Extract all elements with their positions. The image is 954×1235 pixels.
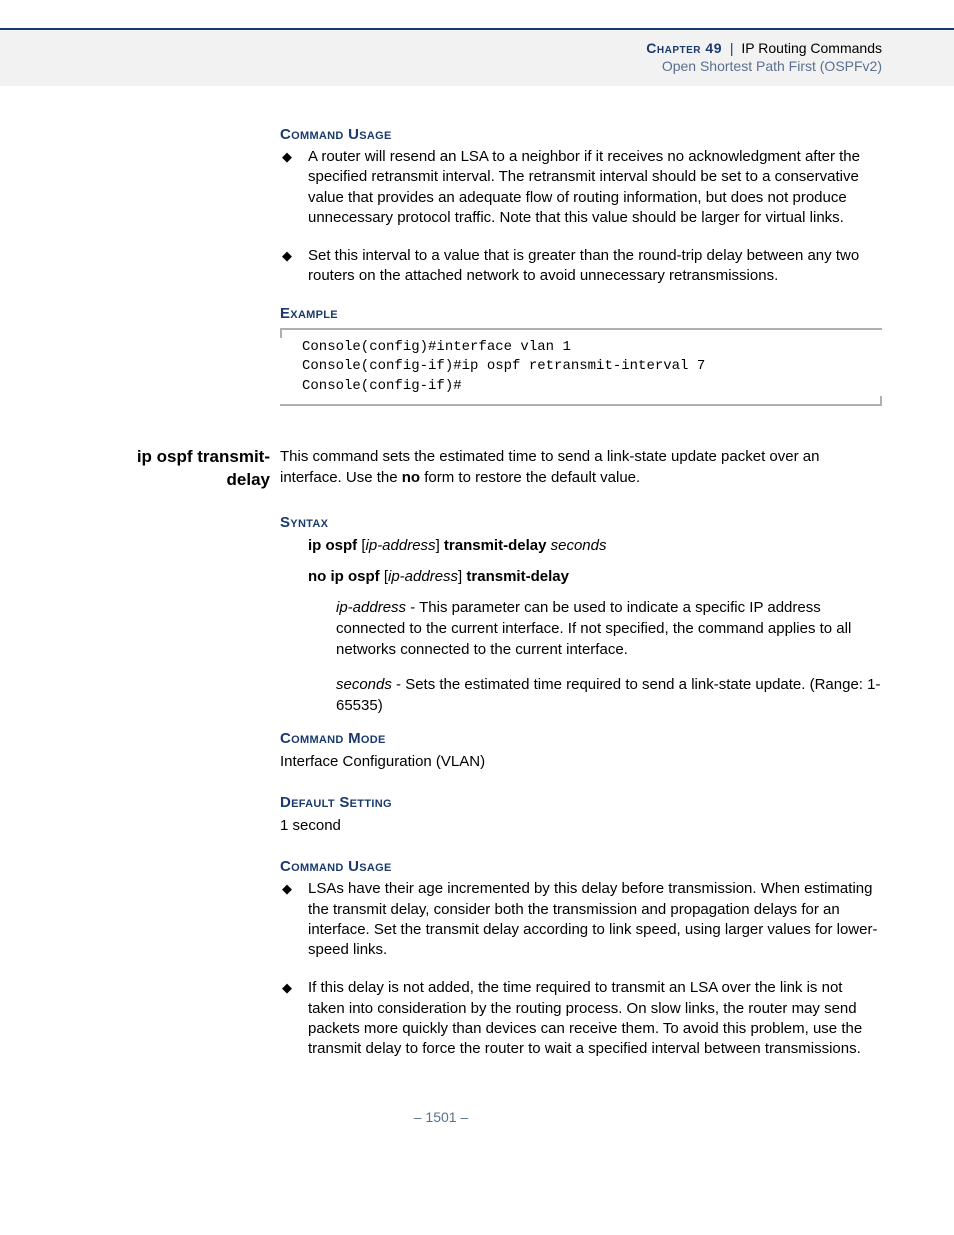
param-text: - This parameter can be used to indicate… (336, 599, 851, 658)
list-item: If this delay is not added, the time req… (280, 978, 882, 1059)
param-text: - Sets the estimated time required to se… (336, 676, 880, 714)
command-mode-heading: Command Mode (280, 730, 882, 747)
chapter-separator: | (730, 40, 734, 56)
param-description: ip-address - This parameter can be used … (308, 597, 882, 660)
param-name: seconds (336, 676, 392, 693)
syntax-param: seconds (551, 537, 607, 554)
list-item: LSAs have their age incremented by this … (280, 879, 882, 960)
param-description: seconds - Sets the estimated time requir… (308, 674, 882, 716)
command-usage-list: LSAs have their age incremented by this … (280, 879, 882, 1059)
command-description: This command sets the estimated time to … (280, 446, 882, 488)
syntax-keyword: transmit-delay (466, 568, 569, 585)
syntax-heading: Syntax (280, 514, 882, 531)
desc-text: form to restore the default value. (420, 469, 640, 486)
command-block: ip ospf transmit-delay This command sets… (280, 446, 882, 1059)
command-usage-heading: Command Usage (280, 858, 882, 875)
syntax-keyword: no ip ospf (308, 568, 380, 585)
syntax-param: ip-address (366, 537, 436, 554)
command-mode-text: Interface Configuration (VLAN) (280, 751, 882, 772)
list-item: Set this interval to a value that is gre… (280, 246, 882, 287)
example-heading: Example (280, 305, 882, 322)
default-setting-heading: Default Setting (280, 794, 882, 811)
syntax-keyword: transmit-delay (444, 537, 547, 554)
chapter-label: Chapter 49 (646, 40, 722, 56)
command-usage-list: A router will resend an LSA to a neighbo… (280, 147, 882, 287)
syntax-keyword: ip ospf (308, 537, 357, 554)
example-code: Console(config)#interface vlan 1 Console… (280, 328, 882, 407)
chapter-title: IP Routing Commands (741, 40, 882, 56)
command-name: ip ospf transmit-delay (100, 446, 270, 492)
syntax-block: ip ospf [ip-address] transmit-delay seco… (280, 535, 882, 716)
command-usage-heading: Command Usage (280, 126, 882, 143)
desc-bold: no (402, 469, 420, 486)
default-setting-text: 1 second (280, 815, 882, 836)
page-body: Command Usage A router will resend an LS… (0, 86, 954, 1165)
syntax-param: ip-address (388, 568, 458, 585)
page-header: Chapter 49 | IP Routing Commands Open Sh… (0, 28, 954, 86)
syntax-line: no ip ospf [ip-address] transmit-delay (308, 566, 882, 587)
param-name: ip-address (336, 599, 406, 616)
chapter-line: Chapter 49 | IP Routing Commands (0, 40, 882, 56)
content-column: Command Usage A router will resend an LS… (280, 126, 882, 1059)
chapter-subtitle: Open Shortest Path First (OSPFv2) (0, 58, 882, 74)
syntax-line: ip ospf [ip-address] transmit-delay seco… (308, 535, 882, 556)
list-item: A router will resend an LSA to a neighbo… (280, 147, 882, 228)
page-number: – 1501 – (0, 1109, 882, 1125)
